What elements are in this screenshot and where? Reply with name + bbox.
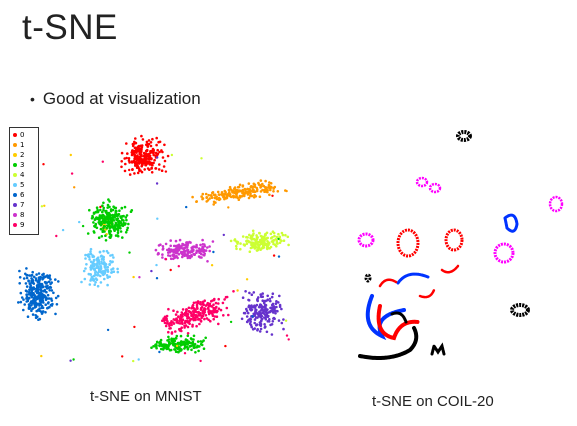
legend-marker [13, 193, 17, 197]
legend-label: 6 [20, 191, 25, 199]
legend-marker [13, 163, 17, 167]
mnist-cluster-0 [120, 134, 170, 176]
legend-marker [13, 153, 17, 157]
bullet-dot-icon: • [30, 91, 35, 107]
coil-black-swirl [358, 326, 419, 360]
legend-entry-0: 0 [13, 131, 24, 139]
legend-marker [13, 143, 17, 147]
legend-entry-9: 9 [13, 221, 24, 229]
coil-magenta-ring-5 [493, 242, 515, 264]
coil-magenta-ring-1 [415, 176, 429, 188]
legend-marker [13, 213, 17, 217]
legend-marker [13, 183, 17, 187]
slide-title: t-SNE [22, 8, 118, 47]
legend-label: 3 [20, 161, 25, 169]
legend-label: 2 [20, 151, 25, 159]
mnist-cluster-9 [161, 290, 235, 335]
coil-black-blob-2 [510, 303, 530, 317]
legend-entry-1: 1 [13, 141, 24, 149]
legend-entry-5: 5 [13, 181, 24, 189]
mnist-stray-points [40, 153, 290, 363]
bullet-text: Good at visualization [42, 89, 201, 108]
coil-blue-loop [503, 213, 519, 233]
caption-coil: t-SNE on COIL-20 [372, 393, 494, 410]
legend-entry-3: 3 [13, 161, 24, 169]
legend-marker [13, 203, 17, 207]
legend-marker [13, 173, 17, 177]
legend-label: 1 [20, 141, 25, 149]
coil-red-arc-3 [418, 288, 436, 299]
coil-red-swirl [376, 304, 420, 341]
coil-black-hook [390, 311, 408, 324]
coil-blue-arc [396, 272, 430, 285]
legend-entry-6: 6 [13, 191, 24, 199]
coil-blue-swirl [365, 294, 406, 341]
coil-magenta-ring-4 [357, 232, 375, 248]
coil-red-arc-2 [378, 278, 398, 288]
coil-red-ring-2 [444, 228, 464, 252]
bullet-item: • Good at visualization [30, 89, 201, 109]
legend-label: 7 [20, 201, 25, 209]
legend-entry-8: 8 [13, 211, 24, 219]
legend-label: 8 [20, 211, 25, 219]
mnist-tsne-plot [17, 134, 290, 363]
mnist-cluster-3 [150, 334, 207, 354]
mnist-cluster-4 [229, 229, 290, 253]
coil-red-ring-1 [396, 228, 420, 258]
mnist-cluster-7 [240, 290, 285, 336]
legend-entry-7: 7 [13, 201, 24, 209]
coil-black-blob [456, 130, 472, 142]
mnist-cluster-5 [80, 247, 120, 288]
coil-black-dot [364, 273, 372, 283]
legend-label: 9 [20, 221, 25, 229]
legend-marker [13, 133, 17, 137]
legend-label: 5 [20, 181, 25, 189]
legend-label: 0 [20, 131, 25, 139]
coil-black-m [430, 342, 446, 356]
mnist-cluster-1 [191, 179, 287, 206]
coil20-tsne-plot [357, 130, 564, 360]
mnist-cluster-3 [86, 198, 134, 242]
coil-magenta-ring-2 [428, 182, 442, 194]
caption-mnist: t-SNE on MNIST [90, 388, 202, 405]
legend-marker [13, 223, 17, 227]
legend-entry-2: 2 [13, 151, 24, 159]
mnist-legend: 0 1 2 3 4 5 6 7 8 9 [9, 127, 39, 235]
legend-entry-4: 4 [13, 171, 24, 179]
coil-red-arc [440, 264, 460, 274]
mnist-cluster-8 [154, 238, 215, 263]
legend-label: 4 [20, 171, 25, 179]
coil-magenta-ring-3 [548, 195, 564, 213]
mnist-cluster-6 [17, 267, 60, 321]
